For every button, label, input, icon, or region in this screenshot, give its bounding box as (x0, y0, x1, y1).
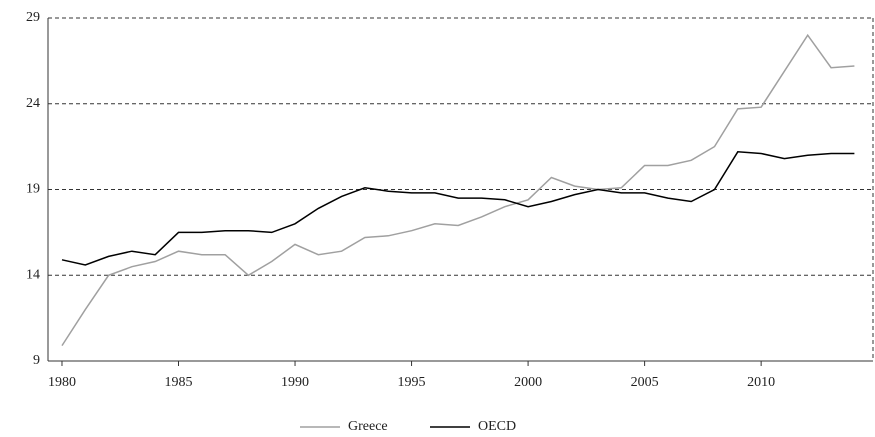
x-tick-label: 1990 (281, 375, 309, 390)
x-tick-label: 1980 (48, 375, 76, 390)
x-tick-label: 1995 (398, 375, 426, 390)
y-tick-label: 29 (26, 10, 40, 25)
legend-label: OECD (478, 419, 516, 434)
y-tick-label: 14 (26, 267, 40, 282)
y-tick-label: 9 (33, 353, 40, 368)
series-line (61, 33, 855, 347)
y-tick-label: 24 (26, 96, 40, 111)
legend-label: Greece (348, 419, 388, 434)
x-tick-label: 2010 (747, 375, 775, 390)
y-tick-label: 19 (26, 182, 40, 197)
x-tick-label: 2000 (514, 375, 542, 390)
series-line (61, 151, 855, 266)
x-tick-label: 2005 (631, 375, 659, 390)
x-tick-label: 1985 (165, 375, 193, 390)
